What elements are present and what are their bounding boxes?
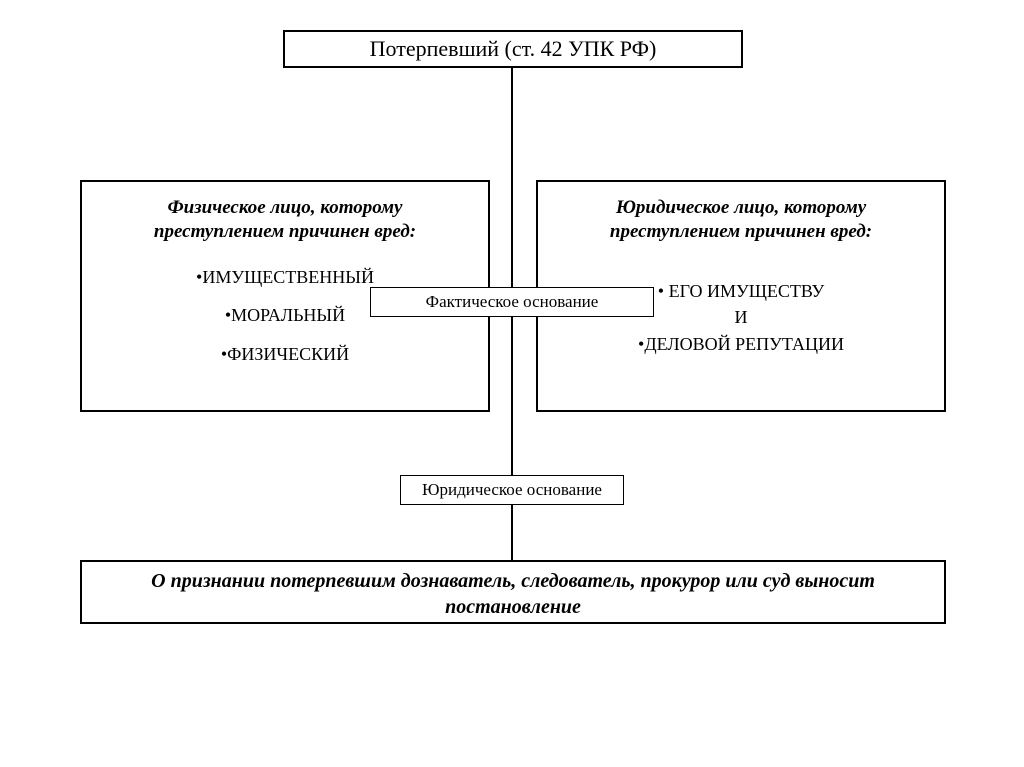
title-text: Потерпевший (ст. 42 УПК РФ): [370, 36, 657, 61]
left-item-1: •ИМУЩЕСТВЕННЫЙ: [102, 266, 468, 289]
factual-basis-text: Фактическое основание: [426, 292, 599, 311]
connector-line-3: [511, 505, 513, 560]
factual-basis-label: Фактическое основание: [370, 287, 654, 317]
title-box: Потерпевший (ст. 42 УПК РФ): [283, 30, 743, 68]
bottom-box: О признании потерпевшим дознаватель, сле…: [80, 560, 946, 624]
right-heading: Юридическое лицо, которому преступлением…: [558, 196, 924, 244]
right-item-3: •ДЕЛОВОЙ РЕПУТАЦИИ: [558, 333, 924, 356]
bottom-text: О признании потерпевшим дознаватель, сле…: [151, 570, 875, 618]
legal-basis-label: Юридическое основание: [400, 475, 624, 505]
left-heading: Физическое лицо, которому преступлением …: [102, 196, 468, 244]
legal-basis-text: Юридическое основание: [422, 480, 602, 499]
connector-line-2: [511, 317, 513, 475]
connector-line-1: [511, 68, 513, 287]
left-item-3: •ФИЗИЧЕСКИЙ: [102, 343, 468, 366]
